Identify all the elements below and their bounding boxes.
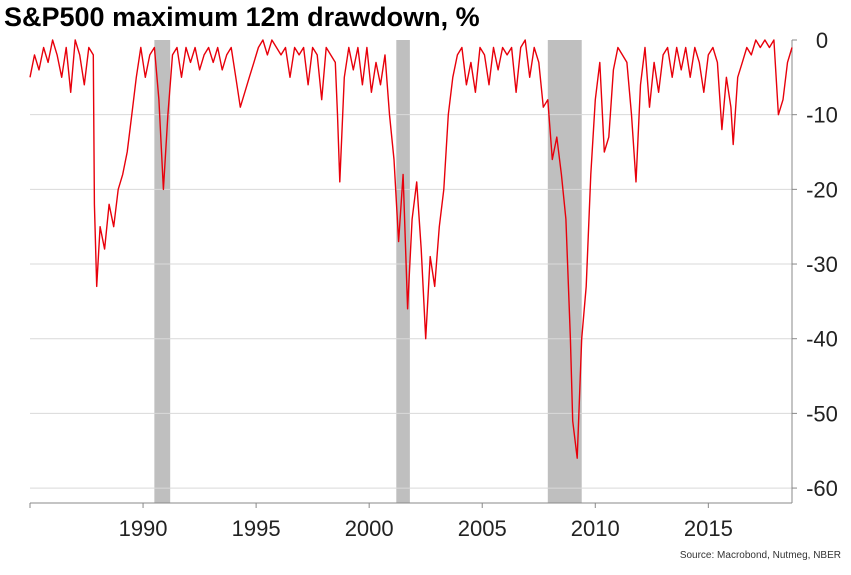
y-tick-label: -10 [806,103,838,128]
y-tick-label: -30 [806,252,838,277]
y-tick-label: -20 [806,177,838,202]
chart-title: S&P500 maximum 12m drawdown, % [4,2,480,32]
y-tick-label: -50 [806,401,838,426]
y-tick-label: 0 [816,28,828,53]
x-tick-label: 2015 [684,516,733,541]
axes [29,39,797,508]
x-tick-label: 1995 [232,516,281,541]
plot-area [29,39,793,459]
x-tick-label: 2005 [458,516,507,541]
recession-bands [154,40,582,503]
drawdown-line [29,39,793,459]
recession-band-2 [547,40,582,503]
y-tick-label: -40 [806,327,838,352]
gridlines [30,114,792,489]
recession-band-1 [396,40,410,503]
x-tick-label: 2010 [571,516,620,541]
x-tick-label: 1990 [119,516,168,541]
source-note: Source: Macrobond, Nutmeg, NBER [679,550,841,561]
y-tick-label: -60 [806,476,838,501]
recession-band-0 [154,40,171,503]
x-tick-label: 2000 [345,516,394,541]
tick-labels: 0 -10 -20 -30 -40 -50 -60 1990 1995 2000 2005 2010 2… [119,28,838,541]
